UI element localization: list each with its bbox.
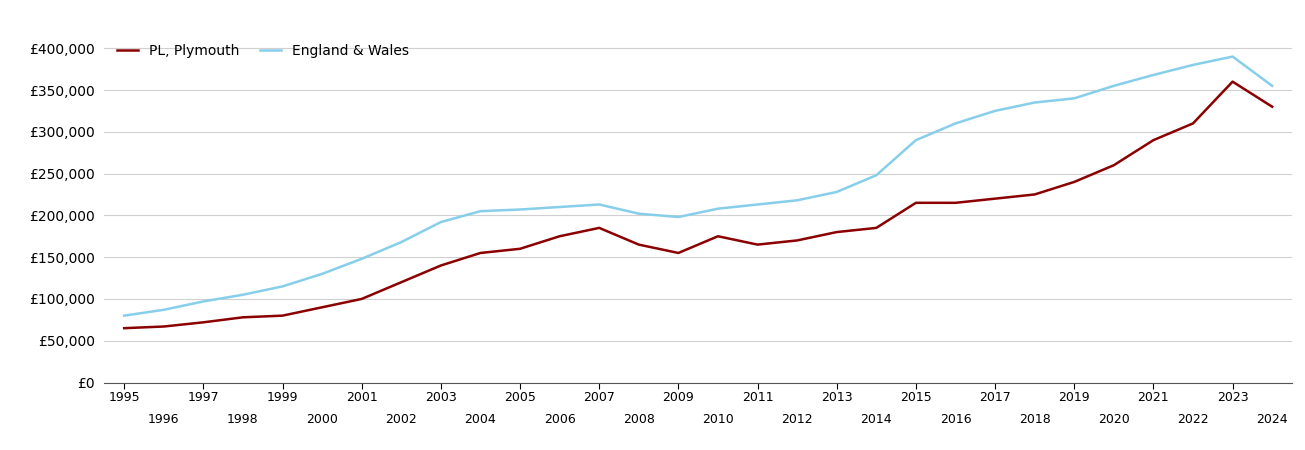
PL, Plymouth [1224,79,1240,84]
Text: 2010: 2010 [702,413,733,426]
PL, Plymouth [315,305,330,310]
PL, Plymouth [591,225,607,230]
England & Wales [433,219,449,225]
PL, Plymouth [512,246,527,252]
England & Wales [829,189,844,195]
Text: 2022: 2022 [1177,413,1208,426]
England & Wales [671,214,686,220]
PL, Plymouth [433,263,449,268]
England & Wales [632,211,647,216]
PL, Plymouth [1146,137,1161,143]
PL, Plymouth [275,313,291,318]
PL, Plymouth [196,320,211,325]
PL, Plymouth [1265,104,1280,109]
PL, Plymouth [393,279,408,285]
England & Wales [472,208,488,214]
England & Wales [235,292,251,297]
Text: 1998: 1998 [227,413,258,426]
England & Wales [1066,96,1082,101]
England & Wales [710,206,726,211]
PL, Plymouth [868,225,883,230]
Line: England & Wales: England & Wales [124,57,1272,315]
PL, Plymouth [354,296,369,302]
England & Wales [868,172,883,178]
Text: 2006: 2006 [544,413,576,426]
PL, Plymouth [1066,179,1082,184]
PL, Plymouth [790,238,805,243]
PL, Plymouth [908,200,924,206]
England & Wales [275,284,291,289]
England & Wales [552,204,568,210]
Text: 2018: 2018 [1019,413,1051,426]
England & Wales [196,299,211,304]
Text: 2020: 2020 [1098,413,1130,426]
Text: 2002: 2002 [385,413,418,426]
England & Wales [749,202,765,207]
Text: 2004: 2004 [465,413,496,426]
PL, Plymouth [749,242,765,248]
PL, Plymouth [235,315,251,320]
PL, Plymouth [671,250,686,256]
England & Wales [1224,54,1240,59]
England & Wales [591,202,607,207]
Text: 2000: 2000 [307,413,338,426]
England & Wales [1105,83,1121,89]
PL, Plymouth [1185,121,1201,126]
England & Wales [512,207,527,212]
Text: 2016: 2016 [940,413,971,426]
England & Wales [1265,83,1280,89]
PL, Plymouth [988,196,1004,201]
England & Wales [988,108,1004,113]
England & Wales [790,198,805,203]
England & Wales [1185,62,1201,68]
PL, Plymouth [472,250,488,256]
England & Wales [1027,100,1043,105]
PL, Plymouth [632,242,647,248]
Text: 2008: 2008 [622,413,655,426]
Text: 1996: 1996 [147,413,180,426]
Text: 2014: 2014 [860,413,893,426]
Legend: PL, Plymouth, England & Wales: PL, Plymouth, England & Wales [111,38,415,63]
England & Wales [1146,72,1161,78]
PL, Plymouth [552,234,568,239]
PL, Plymouth [155,324,171,329]
England & Wales [908,137,924,143]
Text: 2012: 2012 [782,413,813,426]
England & Wales [947,121,963,126]
PL, Plymouth [1105,162,1121,168]
England & Wales [393,239,408,245]
Text: 2024: 2024 [1257,413,1288,426]
PL, Plymouth [829,230,844,235]
Line: PL, Plymouth: PL, Plymouth [124,81,1272,328]
PL, Plymouth [947,200,963,206]
England & Wales [354,256,369,261]
England & Wales [116,313,132,318]
PL, Plymouth [116,325,132,331]
PL, Plymouth [1027,192,1043,197]
PL, Plymouth [710,234,726,239]
England & Wales [155,307,171,312]
England & Wales [315,271,330,277]
